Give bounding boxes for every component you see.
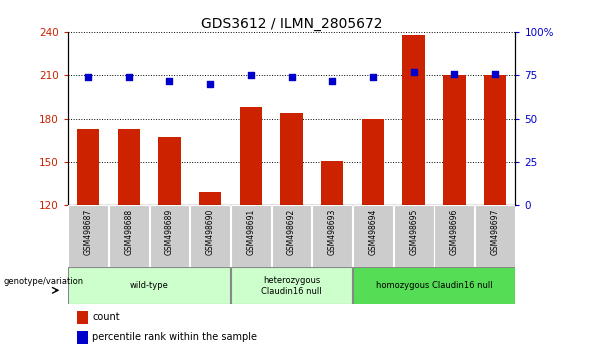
Bar (393, 205, 434, 267)
Point (368, 74, 378, 80)
Bar (68, 267, 230, 304)
Bar (231, 205, 271, 267)
Bar (231, 267, 352, 304)
Text: wild-type: wild-type (130, 281, 168, 290)
Text: heterozygous
Claudin16 null: heterozygous Claudin16 null (262, 276, 322, 296)
Text: percentile rank within the sample: percentile rank within the sample (92, 332, 257, 342)
Bar (475, 205, 515, 267)
Bar (109, 205, 148, 267)
Point (287, 74, 296, 80)
Bar (77, 311, 88, 324)
Point (206, 81, 215, 87)
Text: count: count (92, 312, 120, 322)
Point (449, 71, 459, 76)
Text: homozygous Claudin16 null: homozygous Claudin16 null (376, 281, 492, 290)
Bar (77, 129, 100, 205)
Bar (362, 119, 384, 205)
Text: GSM498691: GSM498691 (246, 209, 256, 255)
Bar (77, 331, 88, 343)
Point (409, 69, 418, 75)
Bar (353, 205, 393, 267)
Bar (484, 75, 506, 205)
Bar (150, 205, 190, 267)
Bar (272, 205, 312, 267)
Title: GDS3612 / ILMN_2805672: GDS3612 / ILMN_2805672 (201, 17, 382, 31)
Bar (312, 205, 352, 267)
Point (246, 73, 256, 78)
Point (84, 74, 93, 80)
Text: GSM498687: GSM498687 (84, 209, 92, 255)
Text: GSM498695: GSM498695 (409, 209, 418, 255)
Bar (321, 160, 343, 205)
Text: GSM498688: GSM498688 (124, 209, 133, 255)
Bar (199, 192, 221, 205)
Point (124, 74, 134, 80)
Text: GSM498689: GSM498689 (165, 209, 174, 255)
Bar (280, 113, 303, 205)
Text: GSM498690: GSM498690 (206, 209, 214, 255)
Text: GSM498692: GSM498692 (287, 209, 296, 255)
Bar (118, 129, 140, 205)
Text: GSM498693: GSM498693 (327, 209, 337, 255)
Bar (353, 267, 515, 304)
Text: GSM498697: GSM498697 (491, 209, 499, 255)
Bar (435, 205, 474, 267)
Bar (443, 75, 465, 205)
Point (490, 71, 499, 76)
Point (327, 78, 337, 84)
Bar (402, 35, 425, 205)
Bar (190, 205, 230, 267)
Bar (68, 205, 108, 267)
Bar (240, 107, 262, 205)
Text: GSM498694: GSM498694 (369, 209, 378, 255)
Text: genotype/variation: genotype/variation (4, 277, 84, 286)
Text: GSM498696: GSM498696 (450, 209, 459, 255)
Bar (158, 137, 181, 205)
Point (165, 78, 174, 84)
